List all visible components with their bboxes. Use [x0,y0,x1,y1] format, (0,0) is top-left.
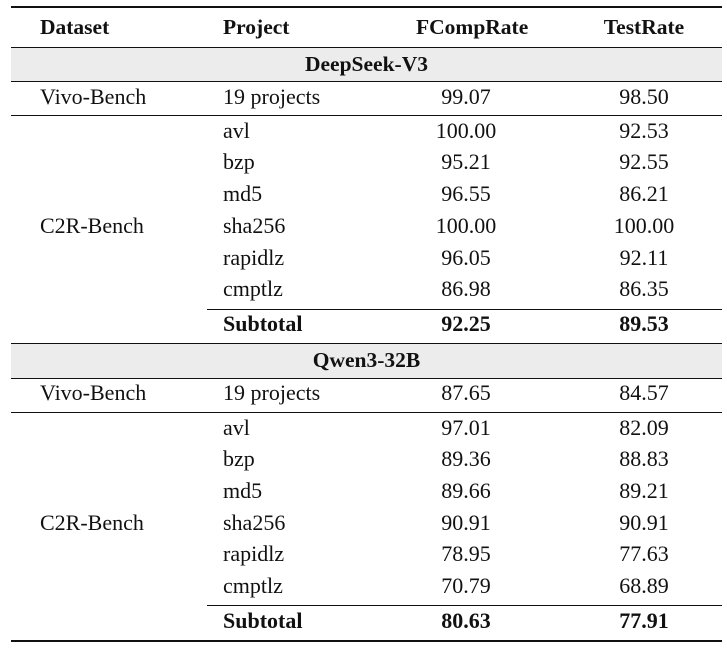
table-row-test: 90.91 [619,510,669,535]
vivo-fcomp: 87.65 [441,380,491,405]
table-row-test: 86.35 [619,276,669,301]
table-row-project: sha256 [223,510,286,535]
section-rule [11,81,722,82]
section-band-deepseek [11,48,722,81]
table-row-test: 92.53 [619,118,669,143]
table-row-test: 82.09 [619,415,669,440]
table-row-test: 89.21 [619,478,669,503]
table-row-fcomp: 78.95 [441,541,491,566]
table-row-fcomp: 95.21 [441,149,491,174]
table-row-project: md5 [223,181,263,206]
header-dataset: Dataset [40,15,110,39]
table-row-project: bzp [223,149,255,174]
table-row-test: 77.63 [619,541,669,566]
vivo-test: 84.57 [619,380,669,405]
vivo-dataset: Vivo-Bench [40,84,147,109]
c2r-dataset: C2R-Bench [40,510,144,535]
table-row-project: avl [223,415,250,440]
table-row-test: 86.21 [619,181,669,206]
table-row-fcomp: 89.66 [441,478,491,503]
table-row-fcomp: 96.55 [441,181,491,206]
table-row-fcomp: 97.01 [441,415,491,440]
section-end-rule [11,343,722,344]
section-band-qwen [11,344,722,378]
table-row-test: 92.11 [619,245,669,270]
table-row-project: bzp [223,446,255,471]
table-row-fcomp: 89.36 [441,446,491,471]
section-rule [11,378,722,379]
table-row-project: rapidlz [223,245,285,270]
table-row-test: 100.00 [613,213,675,238]
header-project: Project [223,15,290,39]
header-fcomprate: FCompRate [416,15,529,39]
table-row-test: 92.55 [619,149,669,174]
table-row-project: avl [223,118,250,143]
table-row-fcomp: 100.00 [435,118,497,143]
header-testrate: TestRate [603,15,685,39]
table-row-project: rapidlz [223,541,285,566]
table-row-fcomp: 86.98 [441,276,491,301]
section-title-qwen: Qwen3-32B [312,348,421,372]
vivo-project: 19 projects [223,84,321,109]
table-row-fcomp: 100.00 [435,213,497,238]
group-rule [11,115,722,116]
subtotal-label: Subtotal [223,608,303,633]
table-row-fcomp: 70.79 [441,573,491,598]
vivo-dataset: Vivo-Bench [40,380,147,405]
subtotal-fcomp: 80.63 [441,608,491,633]
table-row-test: 88.83 [619,446,669,471]
header-rule [11,47,722,48]
subtotal-rule [207,605,722,606]
subtotal-label: Subtotal [223,311,303,336]
section-title-deepseek: DeepSeek-V3 [304,52,428,76]
table-row-fcomp: 96.05 [441,245,491,270]
c2r-dataset: C2R-Bench [40,213,144,238]
vivo-project: 19 projects [223,380,321,405]
top-rule [11,6,722,8]
table-row-project: cmptlz [223,573,283,598]
table-row-fcomp: 90.91 [441,510,491,535]
table-row-project: sha256 [223,213,286,238]
table-row-test: 68.89 [619,573,669,598]
table-row-project: md5 [223,478,263,503]
vivo-test: 98.50 [619,84,669,109]
subtotal-fcomp: 92.25 [441,311,491,336]
group-rule [11,412,722,413]
bottom-rule [11,640,722,642]
subtotal-test: 89.53 [619,311,669,336]
subtotal-test: 77.91 [619,608,669,633]
table-row-project: cmptlz [223,276,283,301]
vivo-fcomp: 99.07 [441,84,491,109]
subtotal-rule [207,309,722,310]
